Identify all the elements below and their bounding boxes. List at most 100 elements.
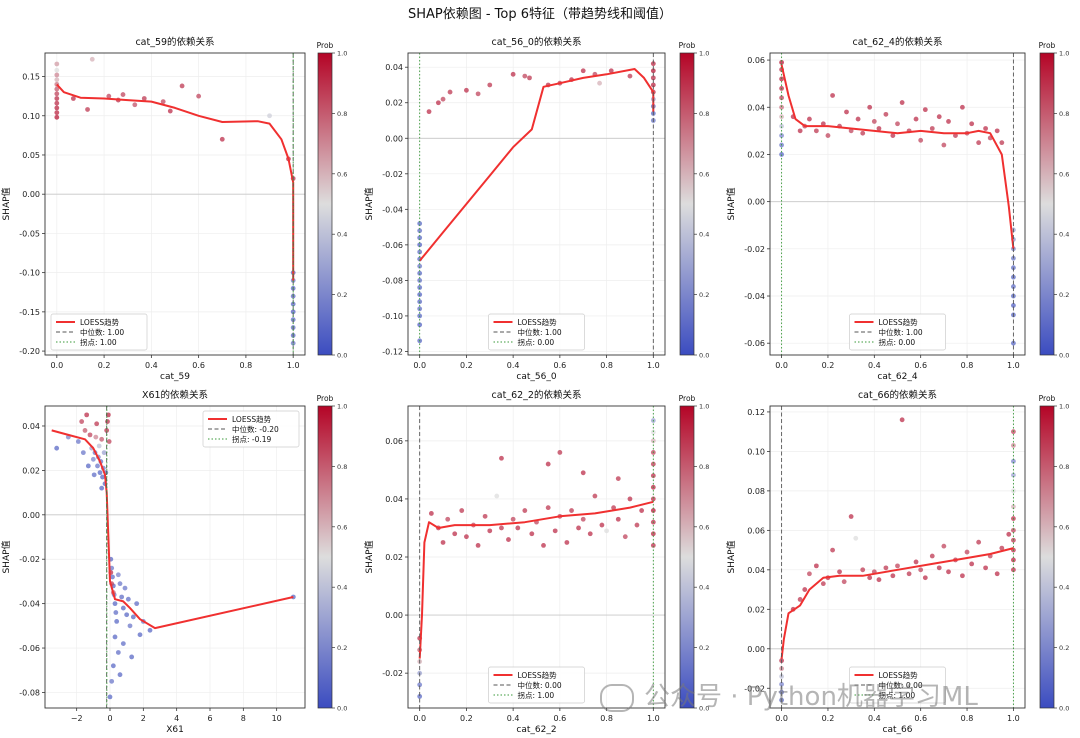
colorbar-tick-label: 0.4 <box>1059 231 1069 239</box>
y-axis-label: SHAP值 <box>0 187 12 220</box>
chart-panel-5: 0.0 0.2 0.4 0.6 0.8 1.0 -0.02 0.00 0.02 0.04 0.06 c… <box>363 389 666 735</box>
data-point <box>115 572 121 578</box>
colorbar-5: Prob 0.0 0.2 0.4 0.6 0.8 1.0 <box>679 394 710 713</box>
colorbar-gradient-bar <box>679 405 695 709</box>
x-tick-label: 0.8 <box>600 361 613 370</box>
y-tick-label: -0.04 <box>382 205 403 214</box>
data-point <box>100 474 105 480</box>
y-tick-label: -0.10 <box>19 269 40 278</box>
data-point <box>890 133 896 138</box>
colorbar-tick-label: 0.2 <box>337 291 347 299</box>
data-point <box>499 455 504 461</box>
data-point <box>417 263 423 269</box>
y-tick-label: 0.00 <box>747 645 765 654</box>
legend-trend-label: LOESS趋势 <box>80 317 120 327</box>
colorbar-4: Prob 0.0 0.2 0.4 0.6 0.8 1.0 <box>317 394 348 713</box>
y-axis-label: SHAP值 <box>0 540 12 573</box>
data-point <box>125 596 131 602</box>
legend-inflection-label: 拐点: -0.19 <box>232 434 272 444</box>
plot-frame <box>407 52 666 356</box>
data-point <box>112 634 118 640</box>
y-tick-label: 0.10 <box>22 112 40 121</box>
watermark-text: 公众号 · Python机器学习ML <box>644 682 978 712</box>
data-point <box>94 421 100 427</box>
data-point <box>569 508 574 513</box>
plot-frame <box>44 405 306 709</box>
data-point <box>564 540 570 545</box>
colorbar-tick-label: 0.2 <box>337 644 347 652</box>
chart-panel-1: 0.0 0.2 0.4 0.6 0.8 1.0 -0.20 -0.15 -0.10 -0.05 0.… <box>0 36 306 382</box>
data-point <box>54 114 60 120</box>
data-point <box>1011 527 1016 533</box>
data-point <box>853 535 859 541</box>
data-point <box>85 107 90 112</box>
data-point <box>426 109 432 115</box>
data-point <box>54 105 60 111</box>
data-point <box>522 73 528 79</box>
plot-frame <box>44 52 306 356</box>
loess-trend-line <box>780 547 1014 659</box>
data-point <box>779 104 784 110</box>
data-point <box>946 119 951 124</box>
colorbar-label: Prob <box>1039 41 1056 50</box>
data-point <box>802 587 808 592</box>
chart-panel-3: 0.0 0.2 0.4 0.6 0.8 1.0 -0.06 -0.04 -0.02 0.00 0.0… <box>725 36 1026 382</box>
y-tick-label: -0.08 <box>382 276 403 285</box>
x-tick-label: 0.2 <box>460 361 473 370</box>
data-point <box>580 470 586 476</box>
data-point <box>953 133 958 138</box>
plot-area <box>45 406 305 708</box>
data-point <box>141 96 147 101</box>
data-point <box>650 68 656 74</box>
y-tick-label: -0.04 <box>744 292 765 301</box>
data-point <box>650 438 656 444</box>
loess-trend-line <box>51 429 294 630</box>
data-point <box>876 126 882 131</box>
chart-title: X61的依赖关系 <box>142 389 208 401</box>
data-point <box>87 432 93 438</box>
colorbar-tick-label: 1.0 <box>1059 50 1069 58</box>
y-tick-label: -0.02 <box>744 684 765 693</box>
data-point <box>976 140 982 146</box>
data-point <box>529 531 535 537</box>
data-point <box>922 107 928 113</box>
data-point <box>941 543 947 549</box>
y-tick-label: -0.04 <box>19 600 40 609</box>
loess-trend-line <box>780 64 1015 249</box>
data-point <box>1011 557 1016 563</box>
data-point <box>999 545 1005 551</box>
data-point <box>552 528 558 534</box>
data-point <box>89 56 95 62</box>
data-point <box>464 87 469 93</box>
y-tick-label: -0.06 <box>19 644 40 653</box>
data-point <box>132 102 138 108</box>
data-point <box>75 439 81 444</box>
data-point <box>918 567 924 573</box>
colorbar-gradient-bar <box>1039 405 1055 709</box>
data-point <box>290 340 296 346</box>
x-tick-label: 0.6 <box>914 714 927 723</box>
y-tick-label: -0.15 <box>19 308 40 317</box>
colorbar-tick-label: 0.4 <box>337 584 347 592</box>
y-tick-label: 0.04 <box>385 63 403 72</box>
y-tick-label: -0.05 <box>19 229 40 238</box>
legend-trend-label: LOESS趋势 <box>518 670 558 680</box>
colorbar-tick-label: 0.0 <box>337 352 347 360</box>
data-point <box>983 126 988 131</box>
data-point <box>80 450 86 456</box>
plot-area <box>45 53 305 355</box>
colorbar-tick-label: 0.8 <box>1059 463 1069 471</box>
data-point <box>650 542 656 548</box>
colorbar-tick-label: 0.6 <box>1059 170 1069 178</box>
y-axis-label: SHAP值 <box>725 540 737 573</box>
data-point <box>622 534 628 540</box>
legend-trend-label: LOESS趋势 <box>232 414 272 424</box>
data-point <box>650 473 656 479</box>
data-point <box>895 563 900 569</box>
data-point <box>219 136 225 142</box>
data-point <box>130 614 136 620</box>
